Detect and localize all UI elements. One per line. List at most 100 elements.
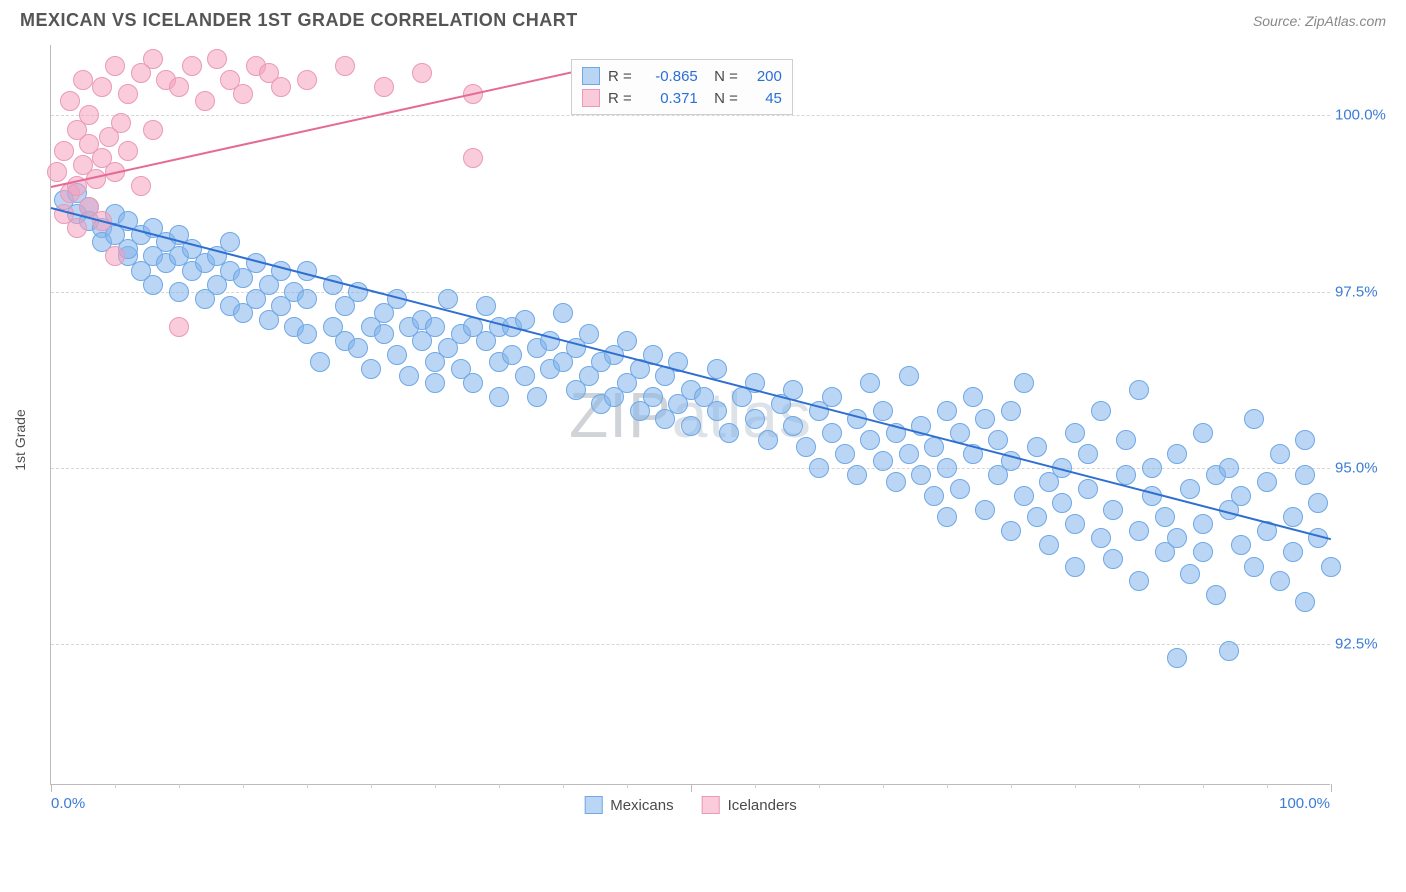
data-point	[963, 387, 983, 407]
r-label: R =	[608, 68, 632, 85]
data-point	[1039, 535, 1059, 555]
data-point	[719, 423, 739, 443]
data-point	[873, 451, 893, 471]
data-point	[1027, 507, 1047, 527]
data-point	[207, 49, 227, 69]
data-point	[489, 387, 509, 407]
data-point	[1295, 592, 1315, 612]
data-point	[463, 373, 483, 393]
chart-header: MEXICAN VS ICELANDER 1ST GRADE CORRELATI…	[0, 0, 1406, 37]
x-tick-major	[691, 784, 692, 792]
r-label: R =	[608, 90, 632, 107]
data-point	[1295, 465, 1315, 485]
series-legend-item: Icelanders	[702, 796, 797, 814]
data-point	[1193, 423, 1213, 443]
source-label: Source: ZipAtlas.com	[1253, 13, 1386, 29]
data-point	[809, 458, 829, 478]
data-point	[1219, 458, 1239, 478]
data-point	[515, 366, 535, 386]
data-point	[553, 303, 573, 323]
data-point	[361, 359, 381, 379]
data-point	[847, 465, 867, 485]
data-point	[860, 430, 880, 450]
data-point	[233, 84, 253, 104]
data-point	[387, 345, 407, 365]
data-point	[579, 324, 599, 344]
data-point	[527, 387, 547, 407]
data-point	[1308, 493, 1328, 513]
x-tick-minor	[627, 784, 628, 788]
data-point	[73, 70, 93, 90]
data-point	[707, 401, 727, 421]
data-point	[502, 345, 522, 365]
data-point	[105, 56, 125, 76]
data-point	[1078, 479, 1098, 499]
data-point	[92, 77, 112, 97]
data-point	[297, 70, 317, 90]
data-point	[1078, 444, 1098, 464]
data-point	[1193, 514, 1213, 534]
x-tick-minor	[1203, 784, 1204, 788]
x-tick-minor	[883, 784, 884, 788]
data-point	[425, 373, 445, 393]
data-point	[886, 472, 906, 492]
data-point	[937, 458, 957, 478]
data-point	[860, 373, 880, 393]
data-point	[1206, 585, 1226, 605]
data-point	[182, 56, 202, 76]
y-tick-label: 92.5%	[1335, 636, 1390, 653]
x-tick-major	[51, 784, 52, 792]
data-point	[988, 430, 1008, 450]
data-point	[937, 507, 957, 527]
data-point	[899, 366, 919, 386]
data-point	[975, 409, 995, 429]
data-point	[271, 77, 291, 97]
data-point	[1001, 521, 1021, 541]
stats-legend-row: R =0.371 N =45	[582, 87, 782, 109]
data-point	[1103, 500, 1123, 520]
data-point	[783, 416, 803, 436]
series-legend-label: Icelanders	[728, 797, 797, 814]
n-label: N =	[706, 68, 738, 85]
data-point	[1027, 437, 1047, 457]
x-lim-right: 100.0%	[1279, 795, 1330, 812]
data-point	[1052, 493, 1072, 513]
data-point	[835, 444, 855, 464]
x-tick-minor	[947, 784, 948, 788]
data-point	[1167, 648, 1187, 668]
r-value: 0.371	[640, 90, 698, 107]
data-point	[1270, 571, 1290, 591]
legend-swatch	[582, 67, 600, 85]
gridline-h	[51, 292, 1330, 293]
data-point	[681, 416, 701, 436]
legend-swatch	[584, 796, 602, 814]
y-tick-label: 100.0%	[1335, 107, 1390, 124]
data-point	[911, 465, 931, 485]
data-point	[937, 401, 957, 421]
data-point	[412, 63, 432, 83]
data-point	[899, 444, 919, 464]
x-tick-minor	[563, 784, 564, 788]
data-point	[1257, 472, 1277, 492]
gridline-h	[51, 115, 1330, 116]
data-point	[1129, 571, 1149, 591]
data-point	[1116, 465, 1136, 485]
data-point	[310, 352, 330, 372]
data-point	[1283, 542, 1303, 562]
data-point	[1129, 521, 1149, 541]
data-point	[220, 232, 240, 252]
data-point	[1231, 535, 1251, 555]
data-point	[169, 282, 189, 302]
data-point	[1193, 542, 1213, 562]
data-point	[1091, 401, 1111, 421]
data-point	[1180, 479, 1200, 499]
x-lim-left: 0.0%	[51, 795, 85, 812]
data-point	[822, 387, 842, 407]
data-point	[1116, 430, 1136, 450]
data-point	[950, 479, 970, 499]
n-label: N =	[706, 90, 738, 107]
chart-title: MEXICAN VS ICELANDER 1ST GRADE CORRELATI…	[20, 10, 578, 31]
legend-swatch	[582, 89, 600, 107]
x-tick-minor	[179, 784, 180, 788]
x-tick-minor	[499, 784, 500, 788]
